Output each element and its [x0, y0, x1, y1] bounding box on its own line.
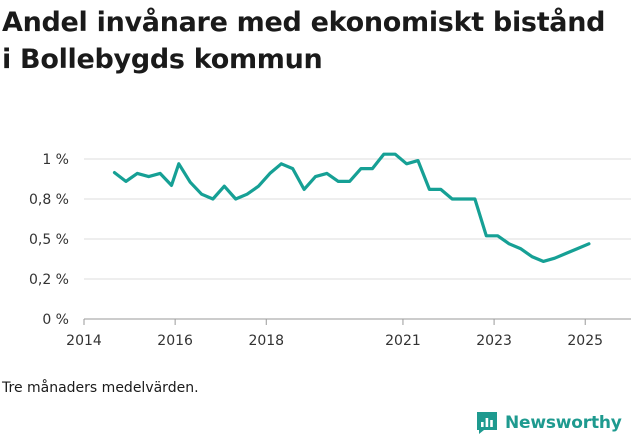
data-point: [158, 172, 161, 175]
x-tick-label: 2023: [476, 333, 512, 349]
data-point: [302, 188, 305, 191]
data-point: [325, 172, 328, 175]
y-tick-label: 0,2 %: [29, 272, 69, 288]
x-tick-label: 2016: [157, 333, 193, 349]
data-point: [405, 162, 408, 165]
data-point: [485, 234, 488, 237]
y-tick-label: 1 %: [42, 152, 69, 168]
data-point: [177, 162, 180, 165]
data-point: [530, 255, 533, 258]
data-point: [337, 180, 340, 183]
data-point: [473, 197, 476, 200]
series-line: [112, 152, 591, 263]
data-point: [147, 175, 150, 178]
y-tick-label: 0 %: [42, 312, 69, 328]
data-point: [564, 252, 567, 255]
data-point: [234, 197, 237, 200]
y-tick-label: 0,8 %: [29, 192, 69, 208]
data-point: [462, 197, 465, 200]
data-point: [394, 153, 397, 156]
x-tick-label: 2021: [385, 333, 421, 349]
brand-name: Newsworthy: [505, 413, 622, 433]
data-point: [189, 181, 192, 184]
brand-logo[interactable]: Newsworthy: [476, 408, 622, 438]
data-point: [519, 247, 522, 250]
x-tick-label: 2014: [66, 333, 102, 349]
chart-title: Andel invånare med ekonomiskt bistånd i …: [2, 7, 606, 75]
data-point: [508, 242, 511, 245]
data-point: [348, 180, 351, 183]
data-point: [268, 172, 271, 175]
data-point: [439, 188, 442, 191]
data-point: [314, 175, 317, 178]
data-point: [113, 171, 116, 174]
data-point: [371, 167, 374, 170]
data-point: [170, 184, 173, 187]
data-point: [428, 188, 431, 191]
data-point: [542, 260, 545, 263]
data-point: [124, 180, 127, 183]
data-point: [211, 197, 214, 200]
data-point: [587, 242, 590, 245]
footnote: Tre månaders medelvärden.: [2, 380, 199, 396]
data-point: [257, 185, 260, 188]
data-point: [553, 257, 556, 260]
x-tick-label: 2018: [248, 333, 284, 349]
data-point: [416, 159, 419, 162]
data-point: [223, 185, 226, 188]
x-axis: 2014 2016 2018 2021 2023 2025: [66, 319, 603, 349]
newsworthy-logo-icon: [477, 412, 497, 434]
y-tick-label: 0,5 %: [29, 232, 69, 248]
data-point: [246, 193, 249, 196]
data-point: [496, 234, 499, 237]
data-point: [280, 162, 283, 165]
series-lines: [112, 152, 591, 263]
data-point: [359, 167, 362, 170]
data-point: [291, 167, 294, 170]
x-tick-label: 2025: [567, 333, 603, 349]
data-point: [136, 172, 139, 175]
y-axis: 0 % 0,2 % 0,5 % 0,8 % 1 %: [29, 152, 69, 328]
data-point: [382, 153, 385, 156]
data-point: [451, 197, 454, 200]
data-point: [200, 193, 203, 196]
data-point: [576, 247, 579, 250]
grid-lines: [84, 158, 631, 320]
